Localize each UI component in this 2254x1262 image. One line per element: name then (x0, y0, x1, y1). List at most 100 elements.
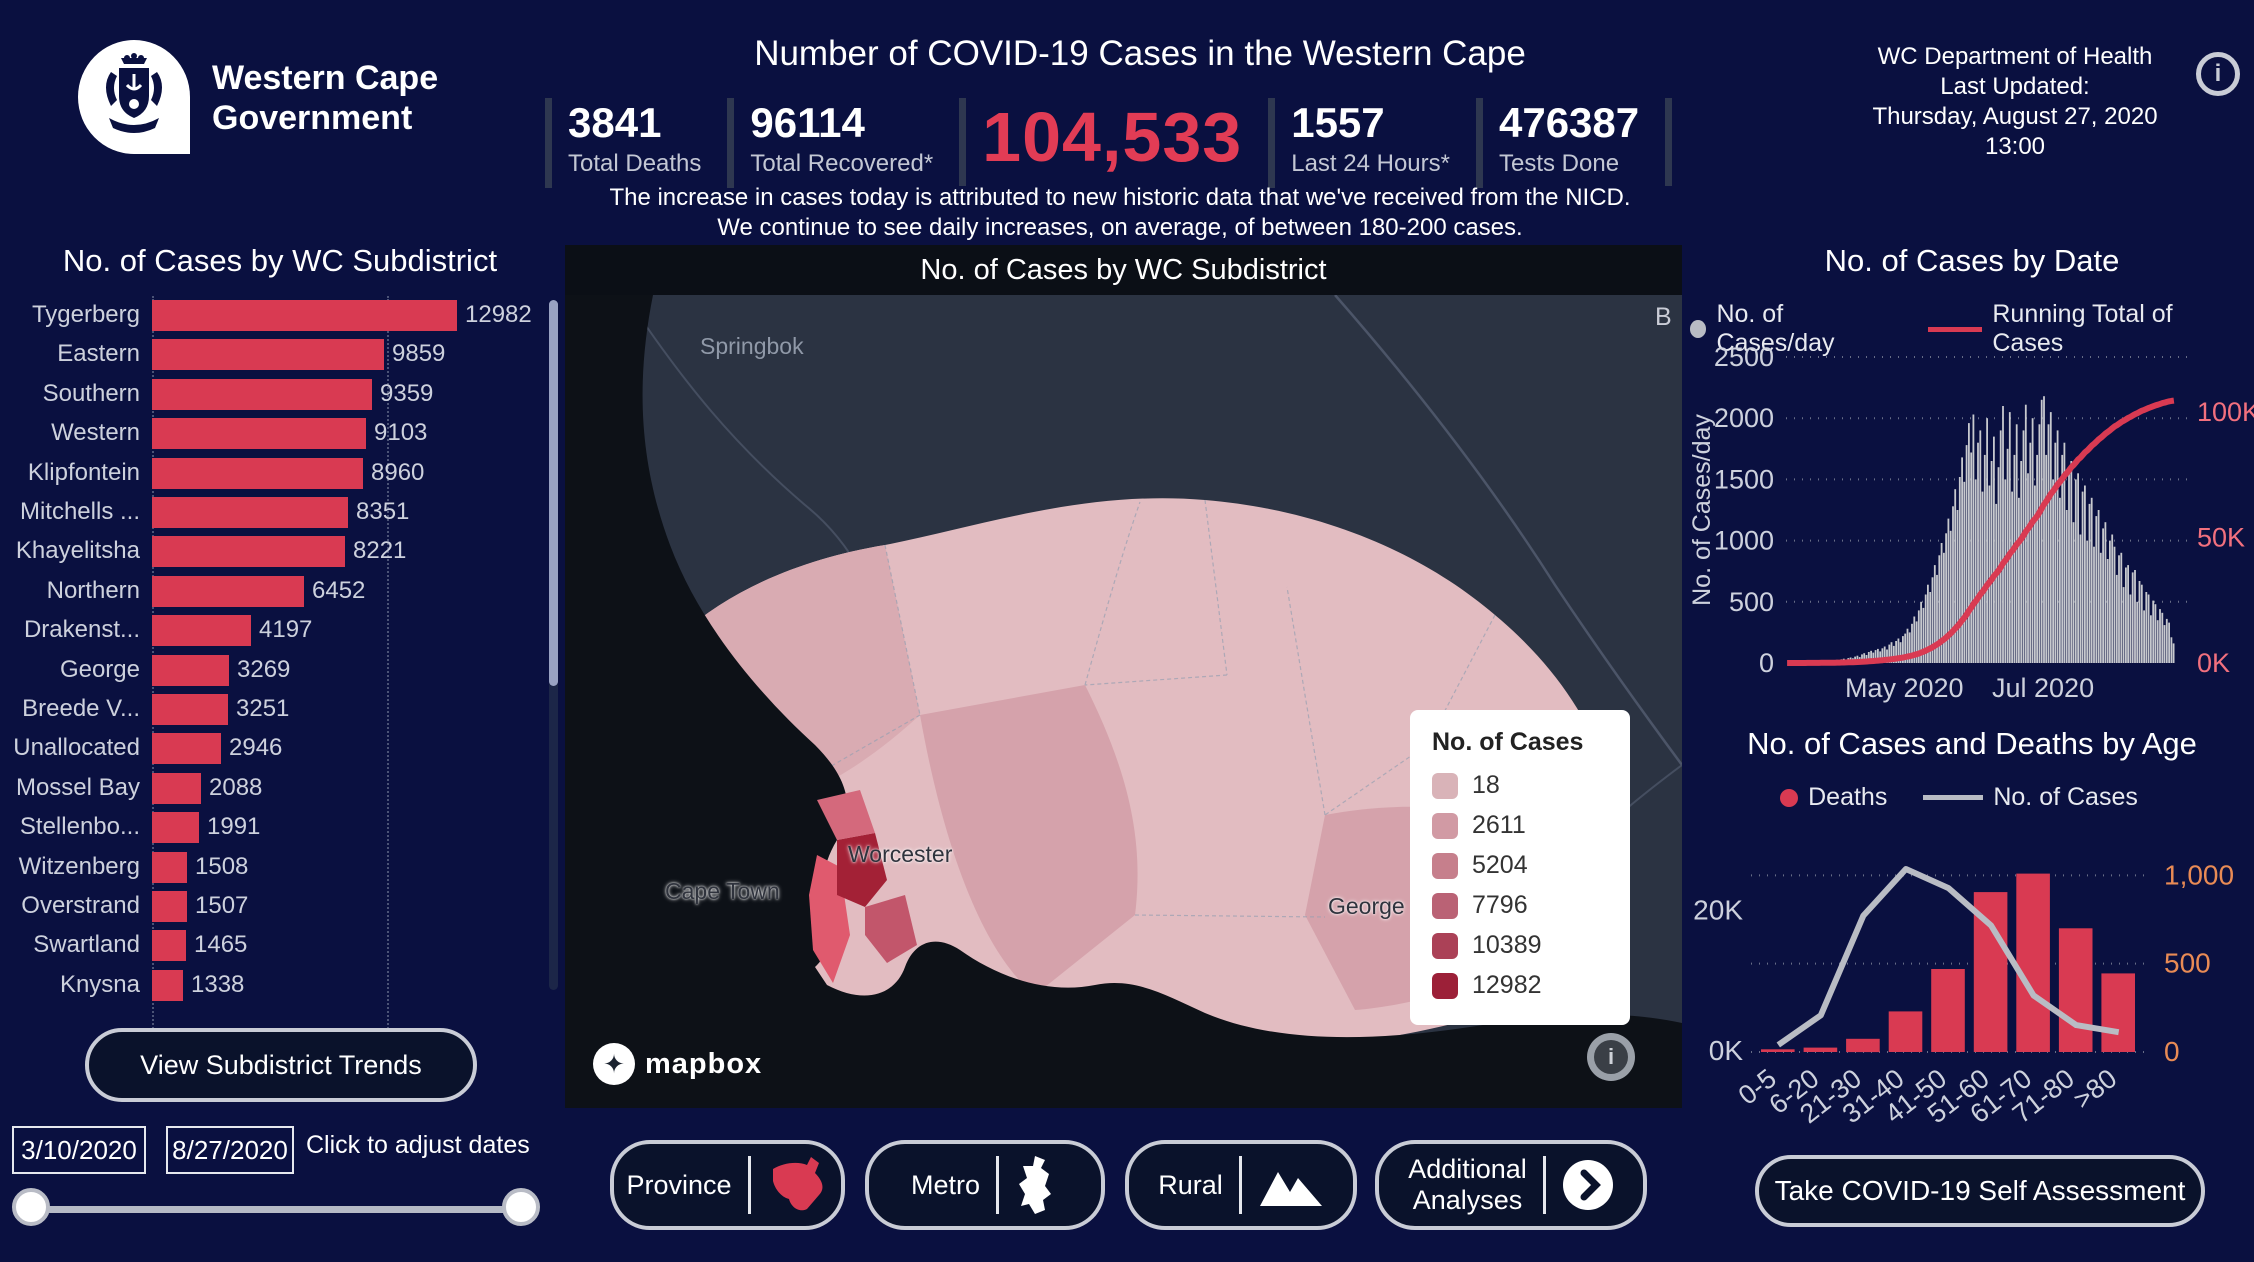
daily-bar[interactable] (1936, 574, 1938, 663)
daily-bar[interactable] (2027, 473, 2029, 663)
bar[interactable] (152, 694, 228, 725)
daily-bar[interactable] (1861, 654, 1863, 663)
deaths-bar[interactable] (1761, 1049, 1795, 1052)
daily-bar[interactable] (2056, 430, 2059, 663)
daily-bar[interactable] (2118, 555, 2120, 663)
daily-bar[interactable] (2159, 609, 2161, 663)
daily-bar[interactable] (2034, 485, 2036, 664)
daily-bar[interactable] (2134, 570, 2136, 663)
daily-bar[interactable] (1945, 533, 1947, 663)
daily-bar[interactable] (1863, 653, 1866, 663)
daily-bar[interactable] (1877, 648, 1879, 663)
bar[interactable] (152, 378, 372, 410)
daily-bar[interactable] (1947, 518, 1950, 663)
choropleth-map[interactable]: Springbok Cape Town Worcester George B No. o… (565, 294, 1684, 1108)
daily-bar[interactable] (1902, 636, 1904, 663)
daily-bar[interactable] (2113, 546, 2116, 663)
daily-bar[interactable] (2084, 485, 2086, 664)
legend-label[interactable]: Running Total of Cases (1992, 300, 2173, 357)
daily-bar[interactable] (2049, 412, 2052, 663)
daily-bar[interactable] (2061, 454, 2064, 663)
daily-bar[interactable] (1965, 445, 1968, 663)
mapbox-attribution[interactable]: ✦ mapbox (593, 1043, 762, 1085)
daily-bar[interactable] (2081, 491, 2084, 663)
daily-bar[interactable] (2150, 615, 2152, 663)
daily-bar[interactable] (1956, 510, 1959, 663)
daily-bar[interactable] (2018, 497, 2020, 663)
daily-bar[interactable] (1929, 592, 1932, 663)
daily-bar[interactable] (2022, 430, 2025, 663)
legend-label[interactable]: No. of Cases/day (1716, 300, 1835, 357)
bar[interactable] (152, 418, 366, 450)
daily-bar[interactable] (1922, 607, 1925, 663)
daily-bar[interactable] (1883, 646, 1886, 664)
bar[interactable] (152, 339, 384, 371)
deaths-bar[interactable] (1888, 1011, 1923, 1052)
daily-bar[interactable] (2036, 454, 2038, 663)
daily-bar[interactable] (1874, 650, 1877, 663)
view-subdistrict-trends-button[interactable]: View Subdistrict Trends (85, 1028, 477, 1102)
daily-bar[interactable] (2102, 528, 2104, 663)
daily-bar[interactable] (2099, 552, 2102, 663)
info-icon[interactable]: i (2196, 52, 2240, 96)
daily-bar[interactable] (2143, 610, 2145, 663)
daily-bar[interactable] (1972, 414, 1975, 664)
daily-bar[interactable] (2136, 601, 2139, 663)
daily-bar[interactable] (2090, 497, 2093, 663)
daily-bar[interactable] (1911, 623, 1913, 663)
daily-bar[interactable] (1974, 479, 1977, 663)
daily-bar[interactable] (1999, 430, 2002, 663)
bar[interactable] (152, 812, 199, 844)
daily-bar[interactable] (1899, 642, 1902, 663)
daily-bar[interactable] (2002, 406, 2004, 663)
daily-bar[interactable] (1940, 543, 1943, 663)
deaths-bar[interactable] (2058, 928, 2093, 1052)
daily-bar[interactable] (2074, 479, 2077, 663)
daily-bar[interactable] (1968, 423, 1970, 663)
daily-bar[interactable] (1949, 530, 1952, 663)
legend-label[interactable]: Deaths (1808, 783, 1888, 811)
date-range-slider-track[interactable] (30, 1206, 520, 1213)
daily-bar[interactable] (2163, 625, 2166, 663)
daily-bar[interactable] (1886, 649, 1888, 664)
scrollbar-thumb[interactable] (549, 300, 558, 686)
nav-button-rural[interactable]: Rural (1125, 1140, 1357, 1230)
daily-bar[interactable] (2170, 637, 2173, 663)
daily-bar[interactable] (1988, 485, 1991, 664)
daily-bar[interactable] (2147, 594, 2150, 664)
nav-button-additional-analyses[interactable]: Additional Analyses (1375, 1140, 1647, 1230)
date-from-input[interactable]: 3/10/2020 (12, 1126, 146, 1174)
daily-bar[interactable] (1915, 621, 1918, 663)
map-info-icon[interactable]: i (1587, 1033, 1635, 1081)
legend-item[interactable]: 7796 (1432, 891, 1630, 920)
daily-bar[interactable] (1917, 610, 1920, 663)
bar[interactable] (152, 457, 363, 489)
daily-bar[interactable] (1888, 644, 1891, 663)
daily-bar[interactable] (2086, 540, 2089, 663)
slider-handle-left[interactable] (12, 1188, 50, 1226)
daily-bar[interactable] (2043, 396, 2045, 663)
daily-bar[interactable] (1997, 467, 2000, 663)
legend-item[interactable]: 5204 (1432, 851, 1630, 880)
daily-bar[interactable] (2125, 567, 2127, 664)
daily-bar[interactable] (2129, 594, 2132, 664)
bar[interactable] (152, 615, 251, 647)
daily-bar[interactable] (2004, 479, 2007, 663)
daily-bar[interactable] (1906, 628, 1909, 663)
deaths-bar[interactable] (2016, 873, 2050, 1052)
daily-bar[interactable] (2109, 540, 2111, 663)
bar[interactable] (152, 930, 186, 962)
daily-bar[interactable] (2079, 534, 2082, 664)
daily-bar[interactable] (2029, 442, 2032, 663)
daily-bar[interactable] (1892, 645, 1895, 663)
legend-item[interactable]: 10389 (1432, 931, 1630, 960)
daily-bar[interactable] (2072, 522, 2075, 663)
bar[interactable] (152, 772, 201, 804)
daily-bar[interactable] (2063, 442, 2066, 663)
daily-bar[interactable] (1954, 489, 1957, 663)
bar[interactable] (152, 851, 187, 883)
bar[interactable] (152, 654, 229, 686)
daily-bar[interactable] (2052, 479, 2054, 663)
daily-bar[interactable] (2165, 618, 2168, 663)
daily-bar[interactable] (1924, 594, 1927, 664)
